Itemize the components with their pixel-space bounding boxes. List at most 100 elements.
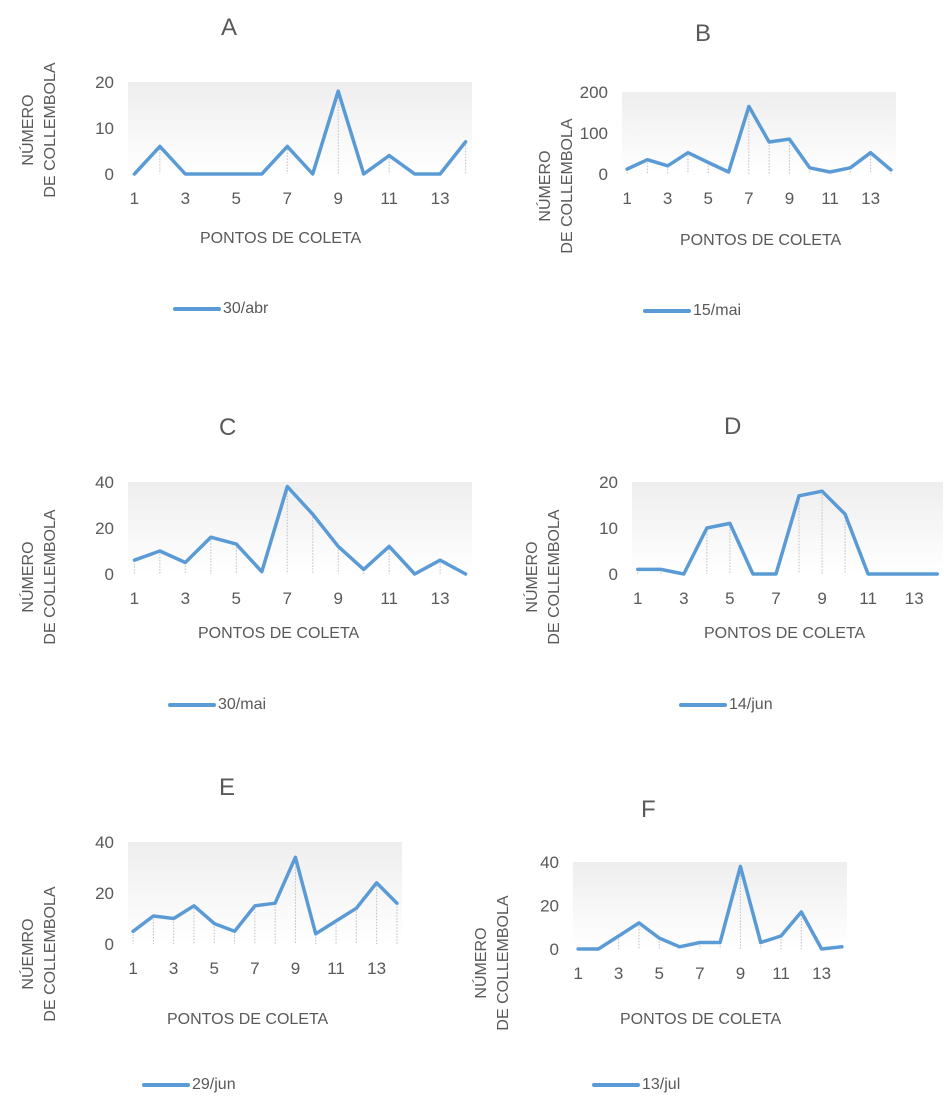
legend-label: 13/jul — [642, 1076, 681, 1093]
series-line — [131, 855, 399, 936]
x-tick-label: 1 — [130, 589, 139, 608]
legend-swatch — [142, 1083, 190, 1087]
legend-swatch — [643, 309, 691, 313]
x-tick-label: 1 — [130, 189, 139, 208]
x-tick-label: 7 — [283, 189, 292, 208]
x-tick-label: 5 — [210, 959, 219, 978]
legend-swatch — [592, 1083, 640, 1087]
x-tick-label: 5 — [655, 964, 664, 983]
x-tick-label: 13 — [431, 189, 450, 208]
y-axis-label-line-2: DE COLLEMBOLA — [42, 886, 59, 1022]
y-axis-label: NÚMERO DE COLLEMBOLA — [522, 502, 566, 652]
y-tick-label: 40 — [540, 853, 559, 872]
plot-area — [573, 862, 847, 949]
y-axis-label-line-1: NÚMERO — [20, 541, 37, 613]
plot-area — [622, 92, 896, 174]
panel-letter: A — [221, 14, 238, 41]
x-tick-label: 5 — [232, 589, 241, 608]
y-axis-label: NÚMERO DE COLLEMBOLA — [471, 888, 515, 1038]
x-tick-label: 13 — [431, 589, 450, 608]
x-tick-label: 7 — [250, 959, 259, 978]
x-tick-label: 3 — [181, 189, 190, 208]
series-line — [625, 104, 893, 174]
x-tick-label: 1 — [573, 964, 582, 983]
x-tick-label: 9 — [817, 589, 826, 608]
x-tick-label: 11 — [859, 589, 877, 608]
legend-swatch — [168, 703, 216, 707]
y-tick-label: 20 — [540, 897, 559, 916]
legend-label: 30/abr — [223, 300, 269, 317]
y-tick-label: 0 — [105, 935, 114, 954]
x-tick-label: 9 — [736, 964, 745, 983]
panel-letter: B — [695, 20, 712, 47]
x-tick-label: 7 — [283, 589, 292, 608]
x-tick-label: 9 — [333, 189, 342, 208]
x-tick-label: 7 — [695, 964, 704, 983]
legend-label: 14/jun — [729, 696, 773, 713]
y-tick-label: 0 — [105, 565, 114, 584]
y-tick-label: 40 — [95, 833, 114, 852]
x-axis-label: PONTOS DE COLETA — [200, 230, 362, 247]
x-tick-label: 3 — [663, 189, 672, 208]
panel-letter: E — [219, 774, 236, 801]
x-axis-label: PONTOS DE COLETA — [167, 1011, 329, 1028]
x-tick-label: 1 — [622, 189, 631, 208]
x-tick-label: 3 — [679, 589, 688, 608]
legend-swatch — [679, 703, 727, 707]
panel-letter: C — [219, 414, 237, 441]
legend: 29/jun — [142, 1076, 236, 1094]
y-tick-label: 0 — [609, 565, 618, 584]
y-axis-label-line-1: NÚMERO — [473, 927, 490, 999]
legend: 30/abr — [173, 300, 268, 318]
x-tick-label: 3 — [169, 959, 178, 978]
legend: 14/jun — [679, 696, 773, 714]
plot-area — [128, 482, 472, 574]
x-axis-label: PONTOS DE COLETA — [704, 625, 866, 642]
y-tick-label: 20 — [95, 519, 114, 538]
plot-area — [128, 842, 402, 944]
x-axis-label: PONTOS DE COLETA — [620, 1011, 782, 1028]
x-tick-label: 7 — [771, 589, 780, 608]
x-tick-label: 11 — [380, 589, 398, 608]
y-axis-label: NÚMERO DE COLLEMBOLA — [18, 55, 62, 205]
x-tick-label: 13 — [905, 589, 924, 608]
x-tick-label: 3 — [181, 589, 190, 608]
y-axis-label-line-1: NÚEMRO — [20, 918, 37, 990]
y-axis-label-line-1: NÚMERO — [524, 541, 541, 613]
x-tick-label: 13 — [812, 964, 831, 983]
x-tick-label: 5 — [704, 189, 713, 208]
legend-label: 30/mai — [218, 696, 267, 713]
x-tick-label: 11 — [327, 959, 345, 978]
plot-area — [632, 482, 943, 574]
y-axis-label: NÚMERO DE COLLEMBOLA — [535, 111, 579, 261]
legend: 15/mai — [643, 302, 741, 320]
y-tick-label: 100 — [580, 124, 608, 143]
x-tick-label: 11 — [772, 964, 790, 983]
y-tick-label: 40 — [95, 473, 114, 492]
panel-letter: D — [724, 413, 742, 440]
x-tick-label: 13 — [367, 959, 386, 978]
x-tick-label: 13 — [861, 189, 880, 208]
y-axis-label-line-2: DE COLLEMBOLA — [42, 509, 59, 645]
x-tick-label: 9 — [291, 959, 300, 978]
x-tick-label: 3 — [614, 964, 623, 983]
series-line — [132, 89, 468, 176]
x-tick-label: 7 — [744, 189, 753, 208]
panel-letter: F — [641, 796, 656, 823]
x-tick-label: 1 — [128, 959, 137, 978]
y-tick-label: 0 — [105, 165, 114, 184]
y-tick-label: 20 — [599, 473, 618, 492]
y-axis-label: NÚEMRO DE COLLEMBOLA — [18, 879, 62, 1029]
y-tick-label: 10 — [95, 119, 114, 138]
y-axis-label-line-2: DE COLLEMBOLA — [546, 509, 563, 645]
y-tick-label: 20 — [95, 73, 114, 92]
legend: 30/mai — [168, 696, 266, 714]
x-tick-label: 11 — [380, 189, 398, 208]
x-tick-label: 9 — [333, 589, 342, 608]
